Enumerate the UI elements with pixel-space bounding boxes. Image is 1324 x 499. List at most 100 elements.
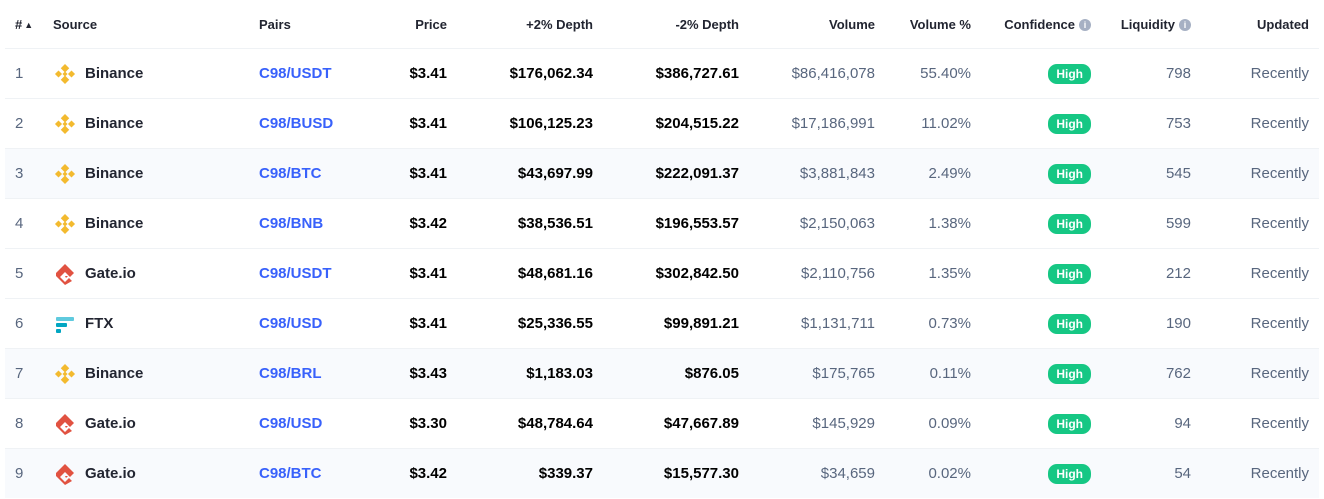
price-cell: $3.41 (371, 298, 447, 349)
price-cell: $3.41 (371, 148, 447, 199)
col-header-price[interactable]: Price (371, 0, 447, 49)
liquidity-cell: 599 (1091, 198, 1191, 249)
table-row[interactable]: 6 FTX C98/USD $3.41 $25,336.55 $99,891.21 $1,1… (5, 298, 1319, 349)
pair-link[interactable]: C98/BUSD (259, 115, 334, 132)
pair-cell: C98/BTC (259, 148, 371, 199)
liquidity-cell: 762 (1091, 348, 1191, 399)
volume-cell: $2,150,063 (739, 198, 875, 249)
updated-cell: Recently (1191, 398, 1319, 449)
depth-minus-cell: $876.05 (593, 348, 739, 399)
col-header-depth-plus[interactable]: +2% Depth (447, 0, 593, 49)
pair-cell: C98/BNB (259, 198, 371, 249)
source-name[interactable]: Binance (85, 365, 144, 382)
col-header-rank[interactable]: # ▲ (5, 0, 53, 49)
confidence-badge: High (1048, 313, 1091, 334)
confidence-cell: High (971, 298, 1091, 349)
source-cell: Gate.io (53, 448, 259, 498)
pair-cell: C98/BTC (259, 448, 371, 498)
pair-cell: C98/USDT (259, 248, 371, 299)
confidence-cell: High (971, 148, 1091, 199)
pair-link[interactable]: C98/USDT (259, 65, 332, 82)
col-header-confidence[interactable]: Confidence i (971, 0, 1091, 49)
volume-cell: $175,765 (739, 348, 875, 399)
col-header-source[interactable]: Source (53, 0, 259, 49)
source-name[interactable]: Binance (85, 65, 144, 82)
updated-cell: Recently (1191, 148, 1319, 199)
source-cell: Binance (53, 148, 259, 199)
volume-pct-cell: 0.73% (875, 298, 971, 349)
liquidity-cell: 94 (1091, 398, 1191, 449)
rank-cell: 5 (5, 248, 53, 299)
table-row[interactable]: 8 Gate.io C98/USD $3.30 $48,784.64 $47,667.89… (5, 398, 1319, 449)
col-header-liquidity[interactable]: Liquidity i (1091, 0, 1191, 49)
col-header-volume[interactable]: Volume (739, 0, 875, 49)
source-cell: Gate.io (53, 398, 259, 449)
table-row[interactable]: 3 Binance C98/BTC $3.41 $43,697.99 $222,091.3… (5, 148, 1319, 199)
updated-cell: Recently (1191, 448, 1319, 498)
pair-link[interactable]: C98/BRL (259, 365, 322, 382)
volume-pct-cell: 11.02% (875, 98, 971, 149)
confidence-badge: High (1048, 263, 1091, 284)
volume-cell: $86,416,078 (739, 48, 875, 99)
depth-plus-cell: $339.37 (447, 448, 593, 498)
table-row[interactable]: 5 Gate.io C98/USDT $3.41 $48,681.16 $302,842.… (5, 248, 1319, 299)
confidence-badge: High (1048, 463, 1091, 484)
source-name[interactable]: Gate.io (85, 415, 136, 432)
source-name[interactable]: Binance (85, 165, 144, 182)
volume-pct-cell: 0.11% (875, 348, 971, 399)
updated-cell: Recently (1191, 298, 1319, 349)
info-icon[interactable]: i (1079, 18, 1091, 31)
table-row[interactable]: 4 Binance C98/BNB $3.42 $38,536.51 $196,553.5… (5, 198, 1319, 249)
volume-pct-cell: 2.49% (875, 148, 971, 199)
depth-minus-cell: $47,667.89 (593, 398, 739, 449)
volume-pct-cell: 0.02% (875, 448, 971, 498)
rank-cell: 2 (5, 98, 53, 149)
pair-link[interactable]: C98/USD (259, 415, 323, 432)
table-row[interactable]: 7 Binance C98/BRL $3.43 $1,183.03 $876.05 $175… (5, 348, 1319, 399)
pair-link[interactable]: C98/BTC (259, 465, 322, 482)
pair-link[interactable]: C98/USD (259, 315, 323, 332)
depth-plus-cell: $43,697.99 (447, 148, 593, 199)
col-header-updated[interactable]: Updated (1191, 0, 1319, 49)
pair-link[interactable]: C98/BNB (259, 215, 324, 232)
col-header-volume-pct[interactable]: Volume % (875, 0, 971, 49)
source-name[interactable]: Gate.io (85, 465, 136, 482)
table-row[interactable]: 1 Binance C98/USDT $3.41 $176,062.34 $386,727… (5, 48, 1319, 99)
pair-link[interactable]: C98/USDT (259, 265, 332, 282)
source-name[interactable]: Binance (85, 115, 144, 132)
confidence-badge: High (1048, 363, 1091, 384)
col-header-depth-minus[interactable]: -2% Depth (593, 0, 739, 49)
liquidity-cell: 190 (1091, 298, 1191, 349)
price-cell: $3.41 (371, 48, 447, 99)
pair-cell: C98/USD (259, 398, 371, 449)
confidence-cell: High (971, 198, 1091, 249)
source-name[interactable]: Gate.io (85, 265, 136, 282)
depth-minus-cell: $386,727.61 (593, 48, 739, 99)
source-cell: FTX (53, 298, 259, 349)
depth-minus-cell: $15,577.30 (593, 448, 739, 498)
confidence-cell: High (971, 48, 1091, 99)
rank-cell: 9 (5, 448, 53, 498)
source-cell: Binance (53, 98, 259, 149)
markets-table: # ▲ Source Pairs Price +2% Depth -2% Dept… (5, 0, 1319, 498)
rank-cell: 7 (5, 348, 53, 399)
confidence-badge: High (1048, 113, 1091, 134)
depth-minus-cell: $222,091.37 (593, 148, 739, 199)
volume-cell: $2,110,756 (739, 248, 875, 299)
binance-logo-icon (53, 162, 77, 186)
depth-plus-cell: $106,125.23 (447, 98, 593, 149)
liquidity-cell: 753 (1091, 98, 1191, 149)
source-name[interactable]: FTX (85, 315, 114, 332)
price-cell: $3.41 (371, 248, 447, 299)
info-icon[interactable]: i (1179, 18, 1191, 31)
table-row[interactable]: 2 Binance C98/BUSD $3.41 $106,125.23 $204,515… (5, 98, 1319, 149)
table-row[interactable]: 9 Gate.io C98/BTC $3.42 $339.37 $15,577.30 $34… (5, 448, 1319, 498)
source-cell: Binance (53, 198, 259, 249)
updated-cell: Recently (1191, 48, 1319, 99)
volume-cell: $34,659 (739, 448, 875, 498)
price-cell: $3.42 (371, 448, 447, 498)
pair-link[interactable]: C98/BTC (259, 165, 322, 182)
source-name[interactable]: Binance (85, 215, 144, 232)
col-header-pairs[interactable]: Pairs (259, 0, 371, 49)
updated-cell: Recently (1191, 98, 1319, 149)
